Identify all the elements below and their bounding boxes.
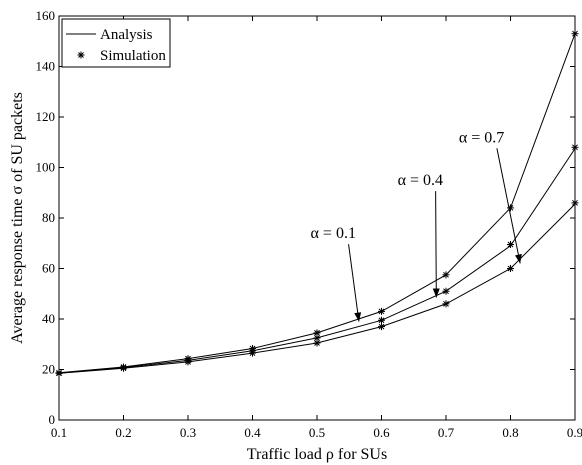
legend-box [61, 18, 171, 68]
y-axis-label: Average response time σ of SU packets [9, 92, 26, 344]
simulation-point [507, 241, 514, 249]
analysis-curves [58, 33, 576, 374]
x-tick-label: 0.6 [373, 425, 390, 440]
annotation-arrow [432, 191, 440, 298]
x-tick-label: 0.8 [502, 425, 518, 440]
simulation-point [442, 287, 450, 295]
annotation-arrow [496, 148, 522, 264]
simulation-point [120, 363, 127, 371]
simulation-point [378, 316, 385, 324]
simulation-point [442, 271, 450, 279]
annotation-label: α = 0.1 [311, 225, 356, 242]
x-tick-label: 0.2 [115, 425, 131, 440]
x-tick-label: 0.1 [51, 425, 67, 440]
y-tick-label: 80 [42, 210, 55, 225]
y-tick-label: 120 [36, 109, 56, 124]
axis-ticks: 0.1 0.2 0.3 0.4 0.5 0.6 0.7 0.8 0.9 0 20 40 60 80 100 1… [36, 8, 582, 440]
x-tick-label: 0.9 [567, 425, 582, 440]
analysis-line-3 [58, 33, 576, 374]
simulation-point [571, 30, 579, 38]
annotation-label: α = 0.4 [398, 172, 443, 189]
x-tick-label: 0.3 [180, 425, 196, 440]
simulation-point [378, 323, 385, 331]
y-tick-label: 60 [42, 261, 55, 276]
simulation-point [507, 265, 514, 272]
simulation-point [571, 143, 579, 151]
annotation-label: α = 0.7 [459, 129, 504, 146]
y-tick-label: 40 [42, 311, 55, 326]
y-tick-label: 0 [49, 412, 56, 427]
legend: Analysis Simulation [61, 18, 171, 68]
simulation-point [313, 329, 321, 337]
x-tick-label: 0.4 [244, 425, 261, 440]
legend-simulation-marker [77, 51, 85, 59]
legend-asterisk [77, 51, 85, 59]
simulation-point [378, 307, 385, 315]
simulation-point [249, 345, 256, 353]
x-axis-label: Traffic load ρ for SUs [247, 446, 387, 463]
simulation-point [184, 355, 192, 363]
legend-simulation-label: Simulation [100, 48, 166, 64]
y-tick-label: 100 [36, 160, 56, 175]
legend-analysis-label: Analysis [100, 27, 153, 43]
x-tick-label: 0.7 [438, 425, 455, 440]
y-tick-label: 20 [42, 362, 55, 377]
annotation-arrow [348, 244, 362, 322]
plot-frame [58, 15, 576, 421]
simulation-point [313, 339, 321, 347]
curve-annotations: α = 0.1 α = 0.4 α = 0.7 [311, 129, 522, 322]
simulation-point [442, 300, 450, 308]
simulation-markers [55, 30, 579, 377]
y-tick-label: 140 [36, 59, 56, 74]
x-tick-label: 0.5 [309, 425, 325, 440]
simulation-point [571, 199, 579, 207]
y-tick-label: 160 [36, 8, 56, 23]
simulation-point [55, 369, 63, 377]
